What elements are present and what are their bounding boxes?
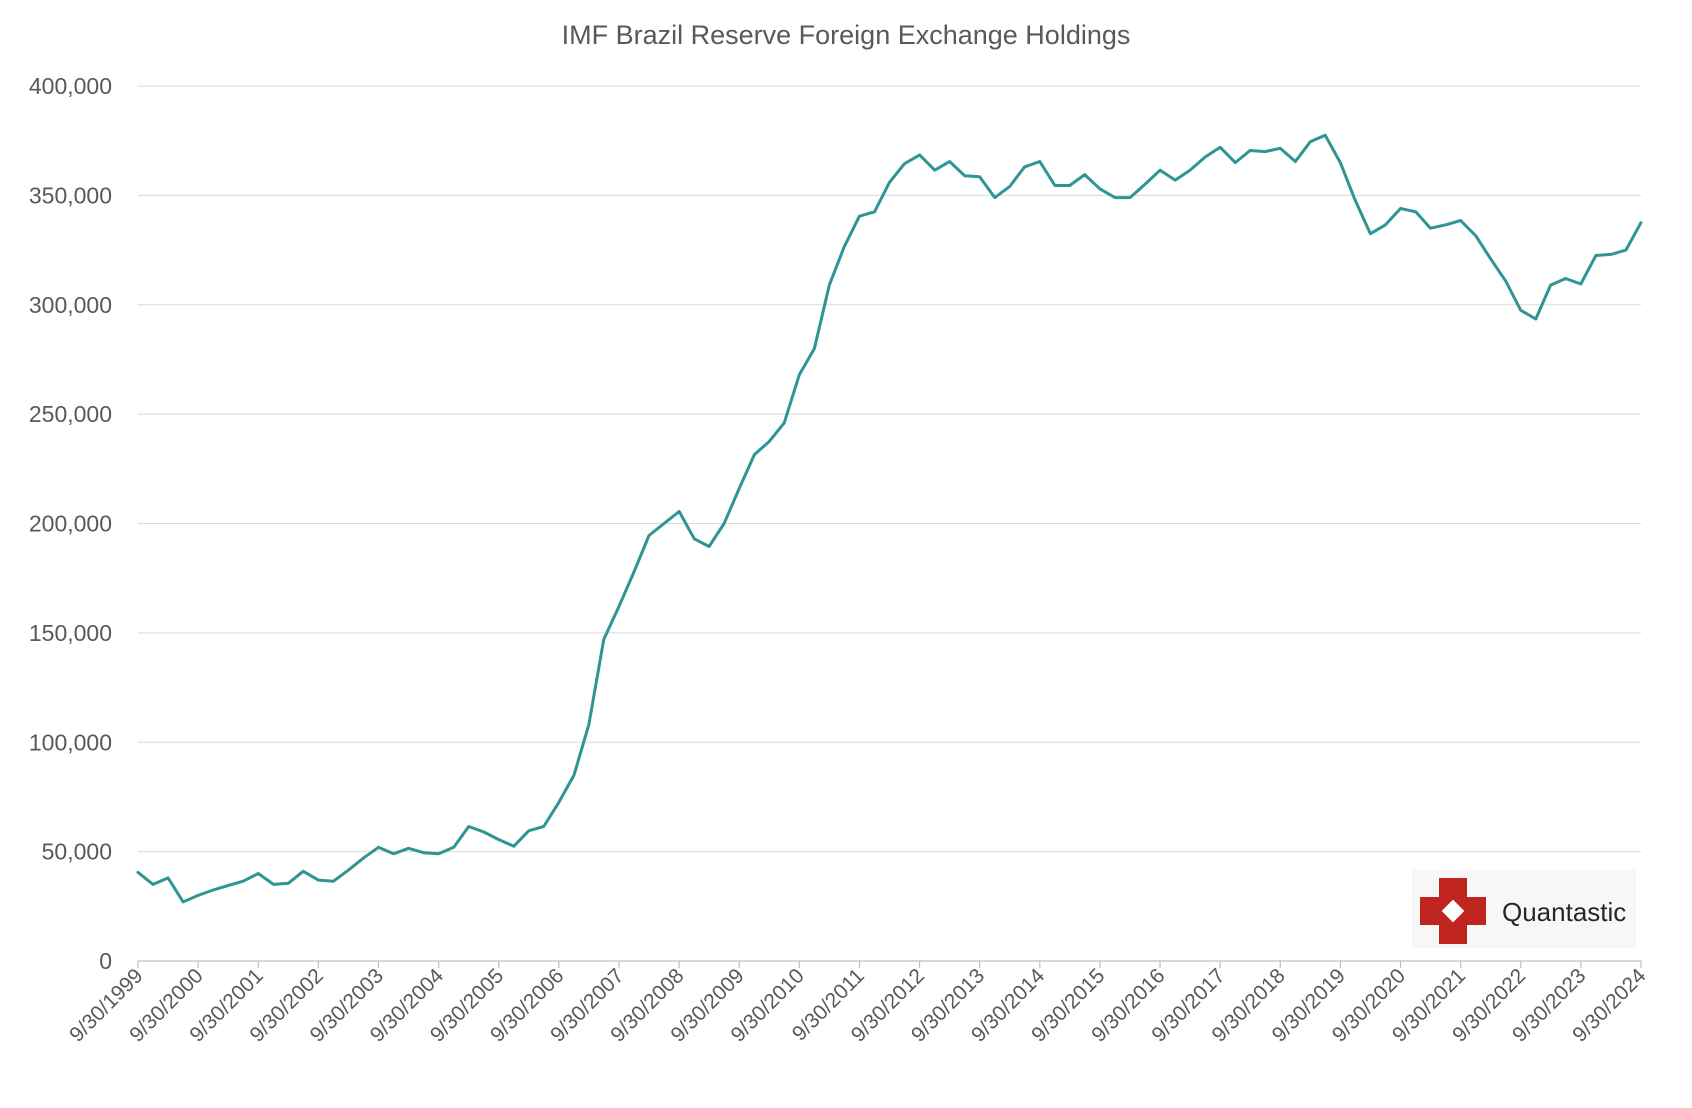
- series-line: [136, 133, 1643, 904]
- y-tick-label: 100,000: [29, 729, 112, 755]
- x-axis-tick-marks: [137, 961, 1642, 968]
- quantastic-cross-icon: [1420, 878, 1486, 944]
- chart-title: IMF Brazil Reserve Foreign Exchange Hold…: [562, 20, 1131, 50]
- y-tick-label: 250,000: [29, 401, 112, 427]
- gridlines: [138, 85, 1641, 853]
- x-axis-tick-labels: 9/30/19999/30/20009/30/20019/30/20029/30…: [65, 964, 1651, 1047]
- quantastic-logo: Quantastic: [1412, 870, 1636, 948]
- logo-wordmark: Quantastic: [1502, 897, 1626, 927]
- y-tick-label: 350,000: [29, 182, 112, 208]
- y-tick-label: 50,000: [42, 839, 112, 865]
- y-tick-label: 300,000: [29, 292, 112, 318]
- y-axis-tick-labels: 0 50,000 100,000 150,000 200,000 250,000 300,0…: [29, 73, 112, 974]
- y-tick-label: 200,000: [29, 511, 112, 537]
- y-tick-label: 150,000: [29, 620, 112, 646]
- y-tick-label: 400,000: [29, 73, 112, 99]
- y-tick-label: 0: [99, 948, 112, 974]
